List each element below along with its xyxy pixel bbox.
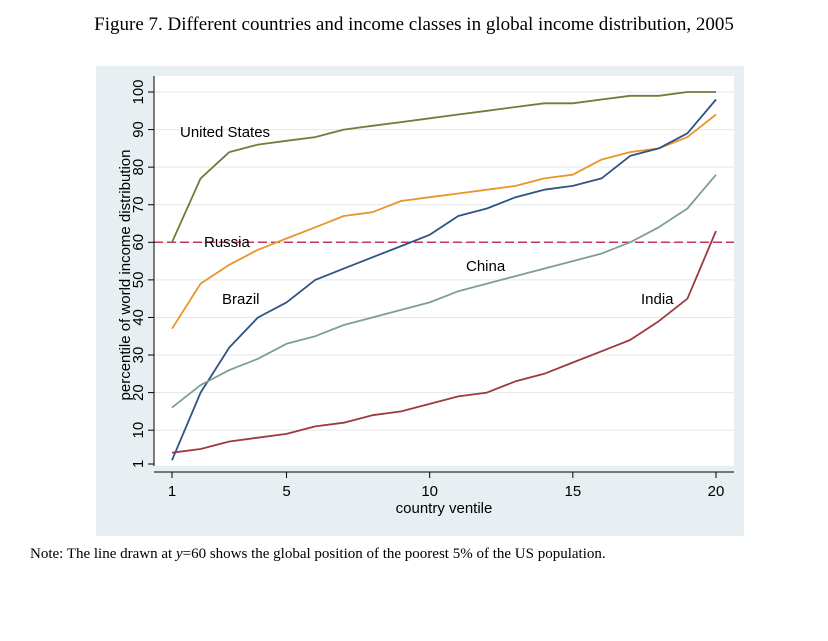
y-tick-label-20: 20: [130, 384, 147, 401]
series-label-brazil: Brazil: [222, 291, 260, 308]
x-axis-title: country ventile: [396, 500, 493, 517]
y-tick-label-80: 80: [130, 159, 147, 176]
y-tick-label-40: 40: [130, 309, 147, 326]
series-labels: United States Russia Brazil China India: [180, 124, 674, 308]
y-tick-label-70: 70: [130, 196, 147, 213]
x-tick-label-20: 20: [708, 483, 725, 500]
figure-title: Figure 7. Different countries and income…: [94, 14, 734, 35]
y-tick-label-1: 1: [130, 460, 147, 468]
x-tick-label-15: 15: [564, 483, 581, 500]
series-line-russia: [171, 113, 717, 330]
series-line-brazil: [171, 98, 717, 461]
y-axis-title: percentile of world income distribution: [117, 150, 134, 401]
series-label-india: India: [641, 291, 674, 308]
series-label-russia: Russia: [204, 234, 251, 251]
series-label-united-states: United States: [180, 124, 270, 141]
series-line-united-states: [171, 91, 716, 243]
y-tick-label-90: 90: [130, 121, 147, 138]
note-suffix: =60 shows the global position of the poo…: [182, 546, 606, 562]
series-lines: [171, 91, 717, 461]
x-tick-label-10: 10: [421, 483, 438, 500]
y-tick-label-100: 100: [130, 79, 147, 104]
note-prefix: Note: The line drawn at: [30, 546, 176, 562]
y-tick-label-50: 50: [130, 272, 147, 289]
series-line-india: [171, 230, 717, 454]
x-tick-label-5: 5: [282, 483, 290, 500]
x-tick-label-1: 1: [168, 483, 176, 500]
series-label-china: China: [466, 258, 506, 275]
y-tick-label-60: 60: [130, 234, 147, 251]
y-tick-label-30: 30: [130, 347, 147, 364]
y-tick-label-10: 10: [130, 422, 147, 439]
note-variable: y: [175, 546, 183, 562]
axes: [148, 76, 734, 478]
series-line-china: [171, 174, 717, 409]
figure-note: Note: The line drawn at y=60 shows the g…: [30, 546, 810, 563]
